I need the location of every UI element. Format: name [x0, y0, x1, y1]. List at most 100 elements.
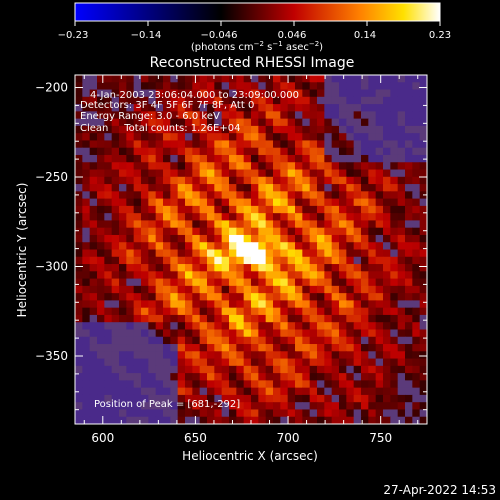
- heatmap-cell: [104, 220, 113, 229]
- heatmap-cell: [412, 249, 421, 258]
- heatmap-cell: [229, 271, 237, 280]
- heatmap-cell: [221, 307, 230, 316]
- heatmap-cell: [331, 293, 340, 301]
- heatmap-cell: [133, 89, 142, 98]
- heatmap-cell: [89, 75, 98, 83]
- heatmap-cell: [295, 198, 303, 207]
- heatmap-cell: [89, 344, 98, 352]
- heatmap-cell: [419, 176, 427, 185]
- heatmap-cell: [75, 314, 83, 323]
- heatmap-cell: [397, 147, 406, 156]
- heatmap-cell: [258, 154, 267, 163]
- heatmap-cell: [258, 344, 267, 352]
- colorbar-tick-label: 0.14: [354, 30, 376, 41]
- heatmap-cell: [229, 227, 237, 236]
- heatmap-cell: [287, 380, 296, 389]
- heatmap-cell: [397, 234, 406, 243]
- heatmap-cell: [397, 264, 406, 272]
- heatmap-cell: [295, 220, 303, 229]
- heatmap-cell: [317, 344, 325, 352]
- heatmap-cell: [126, 227, 135, 236]
- heatmap-cell: [177, 242, 186, 251]
- heatmap-cell: [126, 322, 135, 331]
- heatmap-cell: [192, 307, 201, 316]
- heatmap-cell: [302, 409, 311, 418]
- heatmap-cell: [251, 111, 259, 120]
- heatmap-cell: [368, 416, 377, 424]
- heatmap-cell: [104, 365, 113, 374]
- heatmap-cell: [353, 89, 362, 98]
- heatmap-cell: [185, 220, 193, 229]
- heatmap-cell: [243, 285, 252, 294]
- heatmap-cell: [331, 409, 340, 418]
- heatmap-cell: [361, 387, 369, 396]
- heatmap-cell: [273, 227, 281, 236]
- heatmap-cell: [361, 213, 369, 222]
- heatmap-cell: [390, 365, 399, 374]
- heatmap-cell: [361, 169, 369, 178]
- heatmap-cell: [155, 344, 164, 352]
- heatmap-cell: [155, 162, 164, 171]
- heatmap-cell: [280, 111, 289, 120]
- heatmap-cell: [199, 213, 208, 222]
- heatmap-cell: [192, 329, 201, 338]
- heatmap-cell: [339, 322, 347, 331]
- heatmap-cell: [405, 293, 413, 301]
- heatmap-cell: [339, 176, 347, 185]
- heatmap-cell: [383, 293, 391, 301]
- heatmap-cell: [295, 242, 303, 251]
- heatmap-cell: [126, 75, 135, 83]
- heatmap-cell: [353, 322, 362, 331]
- heatmap-cell: [214, 104, 223, 112]
- heatmap-cell: [214, 162, 223, 171]
- heatmap-cell: [295, 154, 303, 163]
- heatmap-cell: [331, 380, 340, 389]
- heatmap-cell: [119, 329, 127, 338]
- heatmap-cell: [258, 96, 267, 105]
- heatmap-cell: [339, 416, 347, 424]
- heatmap-cell: [368, 365, 377, 374]
- heatmap-cell: [287, 351, 296, 360]
- colorbar: [74, 2, 441, 22]
- heatmap-cell: [126, 285, 135, 294]
- heatmap-cell: [258, 162, 267, 171]
- heatmap-cell: [258, 198, 267, 207]
- heatmap-cell: [75, 227, 83, 236]
- heatmap-cell: [141, 234, 149, 243]
- heatmap-cell: [412, 176, 421, 185]
- heatmap-cell: [199, 154, 208, 163]
- heatmap-cell: [207, 387, 215, 396]
- heatmap-cell: [331, 373, 340, 381]
- heatmap-cell: [331, 358, 340, 367]
- heatmap-cell: [155, 380, 164, 389]
- heatmap-cell: [148, 322, 157, 331]
- heatmap-cell: [375, 329, 384, 338]
- heatmap-cell: [170, 147, 179, 156]
- heatmap-cell: [126, 394, 135, 403]
- heatmap-cell: [346, 198, 355, 207]
- heatmap-cell: [383, 249, 391, 258]
- heatmap-cell: [207, 118, 215, 127]
- heatmap-cell: [390, 140, 399, 149]
- heatmap-cell: [229, 373, 237, 381]
- heatmap-cell: [397, 278, 406, 287]
- heatmap-cell: [163, 96, 171, 105]
- heatmap-cell: [375, 104, 384, 112]
- heatmap-cell: [133, 220, 142, 229]
- heatmap-cell: [177, 147, 186, 156]
- heatmap-cell: [302, 162, 311, 171]
- heatmap-cell: [243, 256, 252, 265]
- heatmap-cell: [141, 111, 149, 120]
- heatmap-cell: [405, 394, 413, 403]
- heatmap-cell: [97, 82, 105, 91]
- heatmap-cell: [199, 96, 208, 105]
- heatmap-cell: [75, 213, 83, 222]
- heatmap-cell: [375, 176, 384, 185]
- heatmap-cell: [302, 242, 311, 251]
- heatmap-cell: [346, 89, 355, 98]
- heatmap-cell: [339, 162, 347, 171]
- heatmap-cell: [89, 227, 98, 236]
- heatmap-cell: [324, 322, 333, 331]
- heatmap-cell: [163, 176, 171, 185]
- heatmap-cell: [302, 82, 311, 91]
